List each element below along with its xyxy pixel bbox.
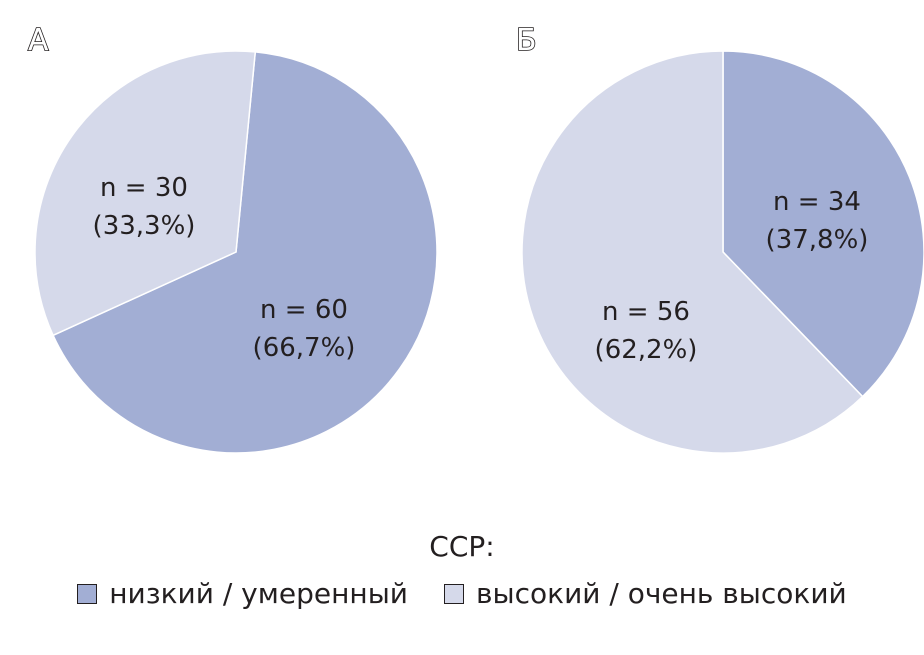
pie-a-slice-1-percent-label: (33,3%) <box>93 211 196 241</box>
pie-a-slice-0-count-label: n = 60 <box>260 295 348 325</box>
legend: низкий / умеренный высокий / очень высок… <box>0 577 924 610</box>
panel-b-letter: Б <box>516 23 537 58</box>
pie-charts: А Б n = 60 (66,7%) n = 30 (33,3%) n = 34 (37… <box>27 22 924 454</box>
pie-a-slice-1-count-label: n = 30 <box>100 173 188 203</box>
pie-b-slice-1 <box>521 50 864 454</box>
legend-item-low-moderate: низкий / умеренный <box>77 577 408 610</box>
pie-chart-b: n = 34 (37,8%) n = 56 (62,2%) <box>521 50 924 454</box>
pie-chart-a: n = 60 (66,7%) n = 30 (33,3%) <box>34 50 438 454</box>
pie-b-slice-0-percent-label: (37,8%) <box>766 225 869 255</box>
legend-swatch-low-moderate <box>77 583 98 604</box>
pie-b-slice-0-count-label: n = 34 <box>773 187 861 217</box>
legend-label-low-moderate: низкий / умеренный <box>109 577 409 610</box>
panel-a-letter: А <box>28 23 49 58</box>
pie-a-slice-0-percent-label: (66,7%) <box>253 333 356 363</box>
legend-item-high: высокий / очень высокий <box>444 577 847 610</box>
pie-b-slice-0 <box>722 50 924 398</box>
legend-swatch-high <box>444 583 465 604</box>
pie-b-slice-1-percent-label: (62,2%) <box>595 335 698 365</box>
pie-a-slice-0 <box>52 51 438 454</box>
pie-a-slice-1 <box>34 50 257 337</box>
legend-title: ССР: <box>429 530 495 563</box>
legend-label-high: высокий / очень высокий <box>476 577 847 610</box>
pie-b-slice-1-count-label: n = 56 <box>602 297 690 327</box>
